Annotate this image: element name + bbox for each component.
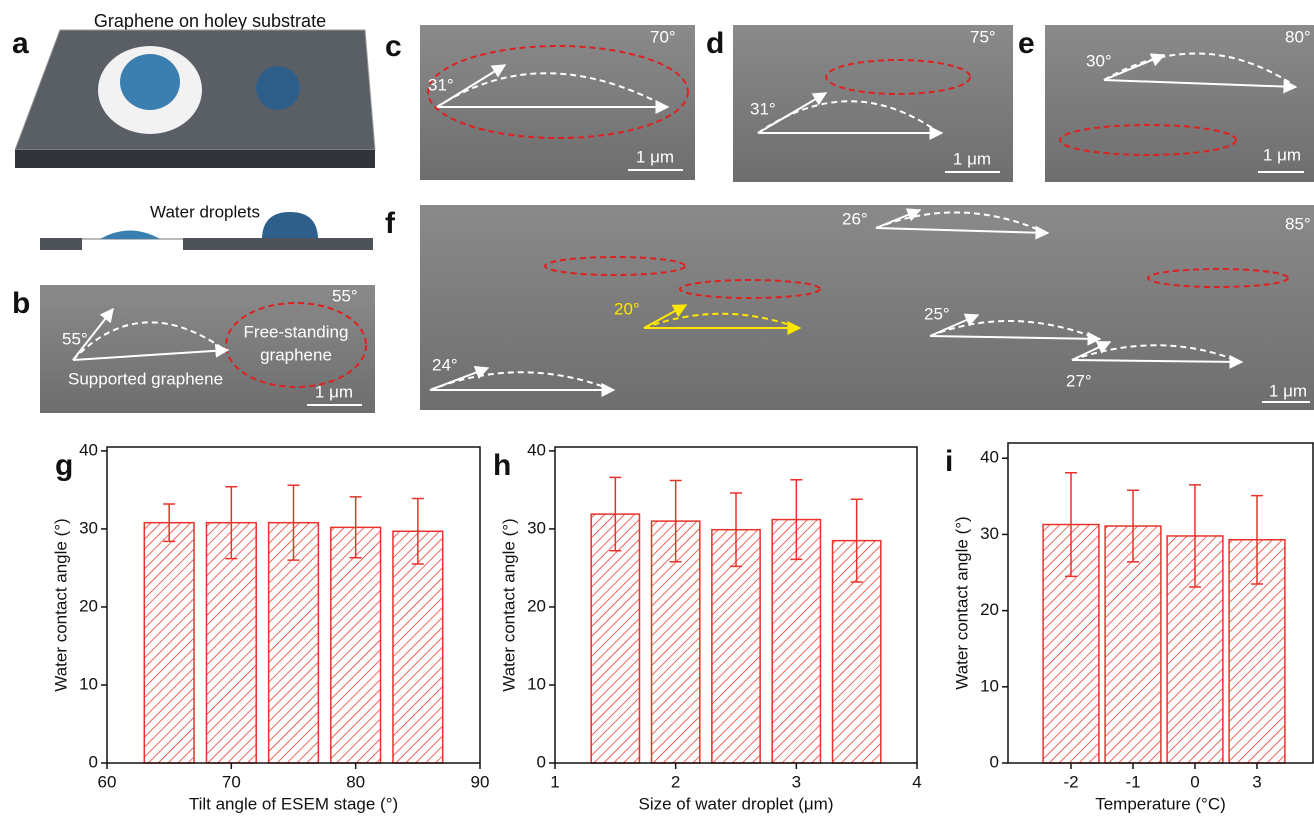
panel-f: f 85° 26° 20° 25° 24° 27° 1 μm xyxy=(385,205,1314,410)
y-tick-label: 20 xyxy=(980,600,999,619)
error-bar xyxy=(669,479,682,563)
x-tick-label: 3 xyxy=(792,772,801,791)
y-tick-label: 0 xyxy=(537,752,546,771)
y-axis-label: Water contact angle (°) xyxy=(51,518,70,691)
plot-frame xyxy=(554,446,918,764)
x-tick-label: 1 xyxy=(550,772,559,791)
y-tick-label: 0 xyxy=(990,752,999,771)
bar xyxy=(392,530,444,764)
tilt-label: 70° xyxy=(650,27,676,46)
bar xyxy=(590,513,641,764)
error-bar xyxy=(609,476,622,552)
plot-frame xyxy=(106,446,481,764)
y-tick-label: 30 xyxy=(527,518,546,537)
annotation: Supported graphene xyxy=(68,369,223,388)
error-bar xyxy=(287,484,300,561)
panel-title: Graphene on holey substrate xyxy=(94,11,326,31)
panel-a: a Graphene on holey substrate Water drop… xyxy=(12,11,376,250)
bar xyxy=(205,521,257,764)
error-bar xyxy=(411,497,424,565)
y-tick-label: 10 xyxy=(980,676,999,695)
scale-bar: 1 μm xyxy=(1263,145,1301,164)
x-tick-label: 90 xyxy=(471,772,490,791)
error-bar xyxy=(1251,494,1263,585)
annotation: Free-standing xyxy=(244,322,349,341)
angle-label: 31° xyxy=(428,75,454,94)
x-axis-label: Temperature (°C) xyxy=(1095,794,1226,813)
panel-label: d xyxy=(706,27,724,60)
panel-label: e xyxy=(1018,27,1035,60)
panel-subtitle: Water droplets xyxy=(150,202,260,221)
x-tick-label: 3 xyxy=(1252,772,1261,791)
angle-label: 25° xyxy=(924,304,950,323)
angle-label: 24° xyxy=(432,355,458,374)
y-axis-label: Water contact angle (°) xyxy=(952,516,971,689)
tilt-label: 75° xyxy=(970,27,996,46)
tilt-label: 55° xyxy=(332,286,358,305)
error-bar xyxy=(225,486,238,560)
error-bar xyxy=(1065,471,1077,578)
panel-e: e 80° 30° 1 μm xyxy=(1018,25,1314,182)
y-tick-label: 20 xyxy=(527,596,546,615)
x-tick-label: 80 xyxy=(346,772,365,791)
panel-label: f xyxy=(385,207,396,240)
y-tick-label: 30 xyxy=(980,524,999,543)
panel-label: g xyxy=(55,449,73,482)
y-tick-label: 40 xyxy=(79,440,98,459)
error-bar xyxy=(349,496,362,559)
bar xyxy=(771,518,822,764)
tilt-label: 85° xyxy=(1285,214,1311,233)
x-tick-label: -1 xyxy=(1125,772,1140,791)
y-tick-label: 40 xyxy=(980,448,999,467)
x-tick-label: 0 xyxy=(1190,772,1199,791)
error-bar xyxy=(730,492,742,568)
error-bar xyxy=(1127,489,1139,563)
angle-label: 55° xyxy=(62,329,88,348)
x-tick-label: 60 xyxy=(98,772,117,791)
y-tick-label: 0 xyxy=(89,752,98,771)
panel-b: b 55° 55° Free-standing graphene Support… xyxy=(12,285,375,413)
y-tick-label: 10 xyxy=(527,674,546,693)
error-bar xyxy=(790,479,803,561)
tilt-label: 80° xyxy=(1285,27,1311,46)
annotation: graphene xyxy=(260,345,332,364)
panel-label: a xyxy=(12,27,29,60)
y-tick-label: 10 xyxy=(79,674,98,693)
x-axis-label: Size of water droplet (μm) xyxy=(639,794,834,813)
scale-bar: 1 μm xyxy=(315,382,353,401)
x-tick-label: -2 xyxy=(1063,772,1078,791)
error-bar xyxy=(163,503,176,543)
panel-label: i xyxy=(945,445,953,478)
y-axis-label: Water contact angle (°) xyxy=(499,518,518,691)
plot-frame xyxy=(1007,442,1314,764)
x-axis-label: Tilt angle of ESEM stage (°) xyxy=(189,794,398,813)
angle-label: 20° xyxy=(614,299,640,318)
angle-label: 26° xyxy=(842,209,868,228)
x-tick-label: 4 xyxy=(912,772,921,791)
angle-label: 31° xyxy=(750,99,776,118)
angle-label: 27° xyxy=(1066,371,1092,390)
panel-label: b xyxy=(12,287,30,320)
scale-bar: 1 μm xyxy=(1269,381,1307,400)
panel-label: c xyxy=(385,30,402,63)
panel-d: d 75° 31° 1 μm xyxy=(706,25,1013,182)
x-tick-label: 2 xyxy=(671,772,680,791)
panel-c: c 70° 31° 1 μm xyxy=(385,25,695,180)
scale-bar: 1 μm xyxy=(636,147,674,166)
y-tick-label: 40 xyxy=(527,440,546,459)
error-bar xyxy=(850,498,863,583)
panel-label: h xyxy=(493,449,511,482)
bar xyxy=(330,526,382,764)
error-bar xyxy=(1189,484,1201,588)
y-tick-label: 20 xyxy=(79,596,98,615)
y-tick-label: 30 xyxy=(79,518,98,537)
bar xyxy=(143,521,195,764)
scale-bar: 1 μm xyxy=(953,149,991,168)
angle-label: 30° xyxy=(1086,51,1112,70)
x-tick-label: 70 xyxy=(222,772,241,791)
bar xyxy=(267,521,320,764)
